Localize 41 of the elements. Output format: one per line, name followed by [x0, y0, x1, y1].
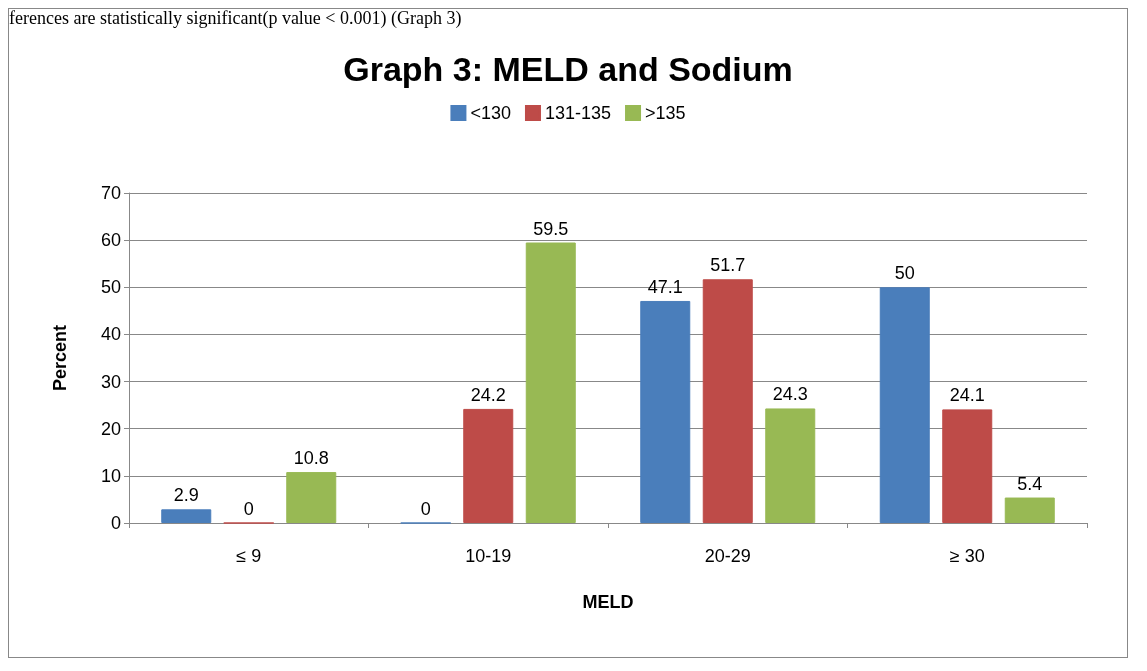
y-tick-label: 50: [100, 277, 121, 298]
y-tick-label: 0: [110, 513, 121, 533]
bar: [161, 509, 212, 523]
x-axis-title: MELD: [582, 592, 634, 612]
bar: [702, 279, 753, 523]
bar: [286, 472, 337, 523]
data-label: 0: [243, 498, 254, 519]
data-label: 5.4: [1017, 473, 1043, 494]
data-label: 0: [420, 498, 431, 519]
chart-title: Graph 3: MELD and Sodium: [343, 50, 793, 88]
data-label: 2.9: [173, 485, 199, 506]
bar: [640, 300, 691, 523]
x-tick-label: ≤ 9: [236, 546, 262, 566]
data-label: 50: [894, 263, 915, 284]
y-tick-label: 70: [100, 183, 121, 203]
y-tick-label: 60: [100, 230, 121, 251]
bar: [1004, 497, 1055, 523]
legend-label: <130: [470, 103, 511, 123]
y-tick-label: 10: [100, 465, 121, 486]
y-tick-label: 40: [100, 324, 121, 345]
bar: [879, 287, 930, 523]
data-label: 59.5: [533, 218, 569, 239]
data-label: 10.8: [293, 448, 329, 469]
bar: [525, 242, 576, 523]
data-label: 24.1: [949, 385, 985, 406]
data-label: 24.3: [772, 384, 808, 405]
legend-label: 131-135: [544, 103, 612, 123]
legend-label: >135: [645, 103, 686, 123]
data-label: 47.1: [647, 276, 683, 297]
data-label: 51.7: [710, 255, 746, 276]
bar: [765, 408, 816, 523]
bar: [463, 408, 514, 523]
x-tick-label: 10-19: [465, 546, 512, 566]
y-axis-title: Percent: [50, 324, 70, 392]
data-label: 24.2: [470, 384, 506, 405]
y-tick-label: 30: [100, 371, 121, 392]
y-tick-label: 20: [100, 418, 121, 439]
x-tick-label: 20-29: [704, 546, 751, 566]
bar: [942, 409, 993, 523]
x-tick-label: ≥ 30: [949, 546, 985, 566]
text: ferences are statistically significant(p value < 0.001) (Graph 3): [9, 8, 462, 29]
